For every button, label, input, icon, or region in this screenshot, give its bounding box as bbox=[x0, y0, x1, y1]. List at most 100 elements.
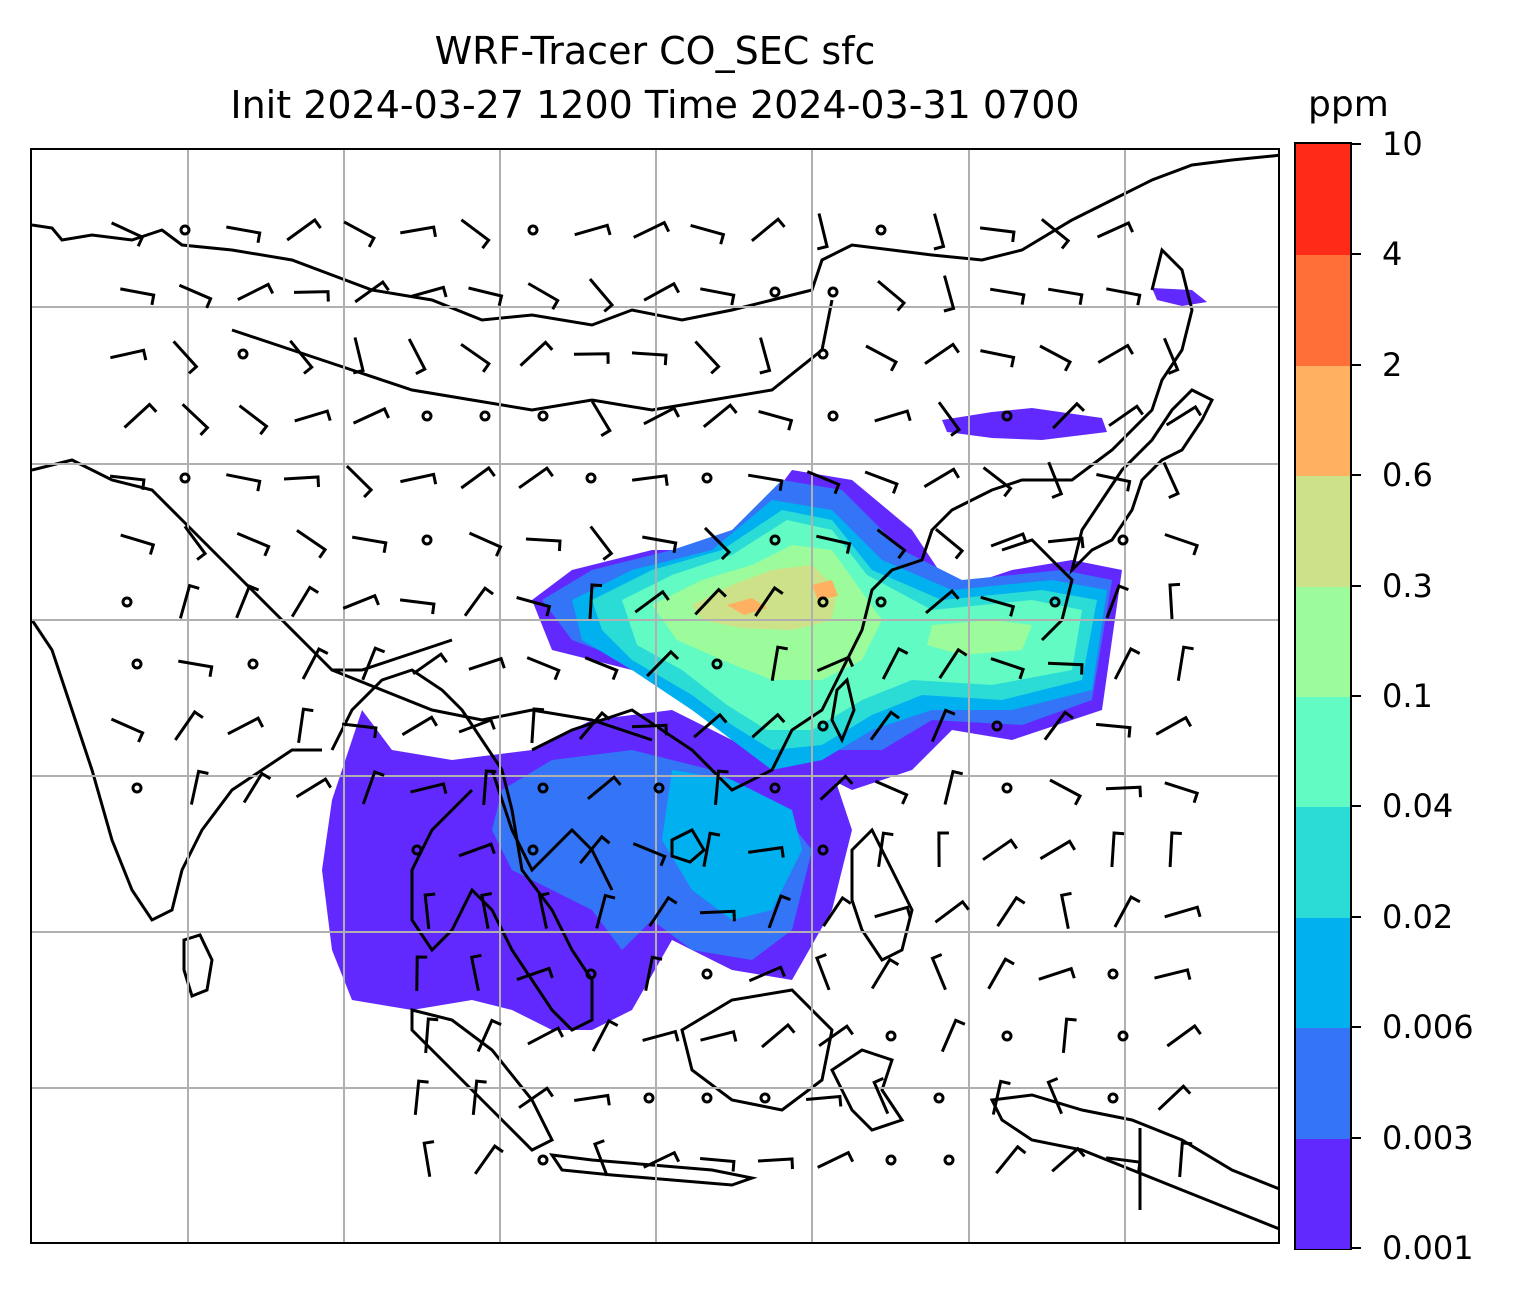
colorbar-tick bbox=[1352, 363, 1361, 366]
wind-barb bbox=[943, 275, 956, 313]
calm-wind-circle bbox=[1001, 782, 1013, 794]
calm-wind-circle bbox=[885, 1154, 897, 1166]
colorbar-tick bbox=[1352, 915, 1361, 918]
calm-wind-circle bbox=[421, 410, 433, 422]
calm-wind-circle bbox=[875, 224, 887, 236]
coastline-japan bbox=[1069, 388, 1215, 575]
wind-barb bbox=[423, 892, 436, 930]
wind-barb bbox=[589, 525, 614, 561]
wind-barb bbox=[874, 905, 912, 919]
wind-barb bbox=[982, 466, 1013, 498]
wind-barb bbox=[518, 1086, 554, 1109]
colorbar-segment bbox=[1296, 144, 1350, 256]
colorbar-tick-label: 0.3 bbox=[1382, 566, 1433, 605]
wind-barb bbox=[471, 1079, 487, 1116]
wind-barb bbox=[1166, 1023, 1202, 1048]
calm-wind-circle bbox=[933, 1092, 945, 1104]
calm-wind-circle bbox=[769, 534, 781, 546]
wind-barb bbox=[537, 891, 550, 929]
wind-barb bbox=[754, 585, 784, 617]
wind-barb bbox=[943, 769, 964, 805]
calm-wind-circle bbox=[1117, 1030, 1129, 1042]
wind-barb bbox=[172, 340, 199, 375]
wind-barb bbox=[1110, 831, 1125, 868]
wind-barb bbox=[693, 712, 728, 739]
wind-barb bbox=[703, 526, 732, 561]
calm-wind-circle bbox=[817, 348, 829, 360]
wind-barb bbox=[934, 528, 965, 560]
colorbar-tick-label: 4 bbox=[1382, 235, 1403, 274]
wind-barb bbox=[286, 217, 322, 242]
colorbar-tick bbox=[1352, 1247, 1361, 1249]
wind-barb bbox=[413, 1079, 429, 1116]
wind-barb bbox=[643, 406, 681, 426]
colorbar-tick bbox=[1352, 1136, 1361, 1139]
wind-barb bbox=[458, 842, 496, 858]
wind-barb bbox=[181, 403, 210, 436]
wind-barb bbox=[174, 709, 204, 741]
wind-barb bbox=[990, 532, 1028, 548]
wind-barb bbox=[694, 587, 727, 616]
wind-barb bbox=[747, 473, 784, 491]
co-concentration-field bbox=[322, 288, 1207, 1030]
wind-barb bbox=[345, 465, 374, 499]
colorbar-tick bbox=[1352, 1026, 1361, 1029]
wind-barb bbox=[236, 532, 271, 557]
wind-barb bbox=[460, 465, 496, 490]
coastline-taiwan bbox=[830, 677, 856, 744]
wind-barb bbox=[634, 589, 670, 614]
wind-barb bbox=[480, 892, 493, 929]
colorbar-tick bbox=[1352, 143, 1361, 145]
wind-barb bbox=[424, 1017, 439, 1054]
wind-barb bbox=[1059, 891, 1072, 929]
wind-barb bbox=[1164, 905, 1202, 919]
wind-barb bbox=[1162, 461, 1180, 499]
wind-barb bbox=[526, 656, 561, 681]
coastline-sri-lanka bbox=[182, 933, 214, 998]
calm-wind-circle bbox=[827, 410, 839, 422]
wind-barb bbox=[1095, 722, 1132, 738]
wind-barb bbox=[297, 707, 314, 744]
wind-barb bbox=[1047, 287, 1084, 305]
wind-barb bbox=[574, 223, 612, 237]
wind-barb bbox=[422, 1140, 435, 1178]
wind-barb bbox=[874, 409, 912, 423]
wind-barb bbox=[700, 1029, 738, 1042]
colorbar-tick-label: 0.1 bbox=[1382, 677, 1433, 715]
calm-wind-circle bbox=[131, 658, 143, 670]
colorbar bbox=[1294, 142, 1352, 1250]
map-panel bbox=[30, 148, 1280, 1244]
calm-wind-circle bbox=[537, 410, 549, 422]
calm-wind-circle bbox=[701, 968, 713, 980]
wind-barb bbox=[482, 769, 497, 806]
wind-barb bbox=[1155, 715, 1193, 736]
wind-barb bbox=[588, 278, 615, 313]
wind-barb bbox=[342, 593, 380, 610]
wind-barb bbox=[476, 1018, 502, 1053]
coastline-hainan bbox=[670, 828, 706, 864]
calm-wind-circle bbox=[769, 286, 781, 298]
wind-barb bbox=[1163, 337, 1180, 375]
wind-barb bbox=[189, 769, 209, 805]
calm-wind-circle bbox=[421, 534, 433, 546]
wind-barb bbox=[1039, 344, 1073, 372]
wind-barb bbox=[354, 280, 390, 304]
wind-barb bbox=[1178, 1141, 1193, 1178]
colorbar-unit: ppm bbox=[1308, 84, 1389, 125]
calm-wind-circle bbox=[131, 782, 143, 794]
calm-wind-circle bbox=[537, 782, 549, 794]
wind-barb bbox=[463, 586, 494, 617]
calm-wind-circle bbox=[179, 224, 191, 236]
wind-barb bbox=[690, 223, 726, 245]
wind-barb bbox=[814, 953, 831, 991]
wind-barb bbox=[1113, 894, 1141, 928]
wind-barb bbox=[361, 646, 386, 681]
wind-barb bbox=[996, 895, 1026, 928]
wind-barb bbox=[1105, 584, 1129, 619]
calm-wind-circle bbox=[875, 596, 887, 608]
calm-wind-circle bbox=[827, 286, 839, 298]
wind-barb bbox=[1164, 533, 1200, 556]
wind-barb bbox=[407, 338, 427, 376]
wind-barb bbox=[242, 771, 272, 804]
wind-barb bbox=[415, 955, 428, 992]
